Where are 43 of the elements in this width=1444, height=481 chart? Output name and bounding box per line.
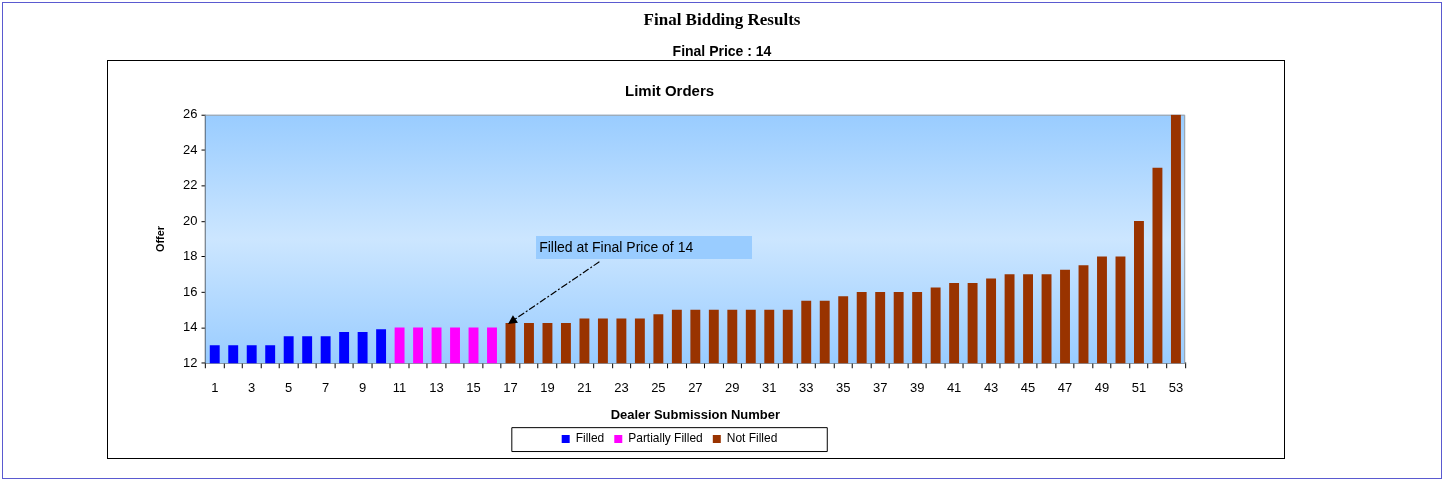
x-tick-label: 15	[466, 379, 481, 395]
y-tick-label: 24	[183, 141, 198, 157]
x-tick-label: 43	[983, 379, 999, 395]
x-tick-label: 25	[651, 379, 666, 395]
x-tick-label: 19	[540, 379, 555, 395]
x-tick-label: 33	[799, 379, 814, 395]
x-tick-label: 17	[503, 379, 518, 395]
x-tick-label: 49	[1094, 379, 1110, 395]
legend-label: Not Filled	[726, 431, 778, 446]
x-tick-label: 31	[762, 379, 777, 395]
y-tick-label: 14	[183, 319, 198, 335]
x-axis-title: Dealer Submission Number	[610, 406, 780, 422]
x-tick-label: 21	[577, 379, 592, 395]
legend-label: Filled	[575, 431, 605, 446]
y-tick-label: 18	[183, 248, 198, 264]
x-tick-label: 41	[946, 379, 962, 395]
x-tick-label: 51	[1131, 379, 1147, 395]
x-tick-label: 37	[872, 379, 888, 395]
text: Limit Orders	[625, 81, 715, 99]
y-tick-label: 16	[183, 283, 198, 299]
y-tick-label: 22	[183, 177, 198, 193]
x-tick-label: 45	[1020, 379, 1036, 395]
x-tick-label: 9	[359, 379, 367, 395]
y-tick-label: 26	[183, 106, 198, 122]
x-tick-label: 39	[909, 379, 925, 395]
x-tick-label: 35	[836, 379, 851, 395]
y-axis-title: Offer	[153, 225, 166, 253]
chart-title: Final Bidding Results	[642, 10, 802, 30]
chart-subtitle: Final Price : 14	[671, 42, 773, 60]
x-tick-label: 13	[429, 379, 444, 395]
x-tick-label: 5	[285, 379, 293, 395]
x-tick-label: 47	[1057, 379, 1073, 395]
x-tick-label: 53	[1168, 379, 1184, 395]
x-tick-label: 11	[392, 379, 407, 395]
legend-label: Partially Filled	[628, 431, 703, 446]
x-tick-label: 1	[211, 379, 219, 395]
y-tick-label: 12	[183, 354, 198, 370]
x-tick-label: 29	[725, 379, 740, 395]
x-tick-label: 7	[322, 379, 330, 395]
x-tick-label: 23	[614, 379, 629, 395]
x-tick-label: 27	[688, 379, 703, 395]
y-tick-label: 20	[183, 212, 198, 228]
x-tick-label: 3	[248, 379, 256, 395]
